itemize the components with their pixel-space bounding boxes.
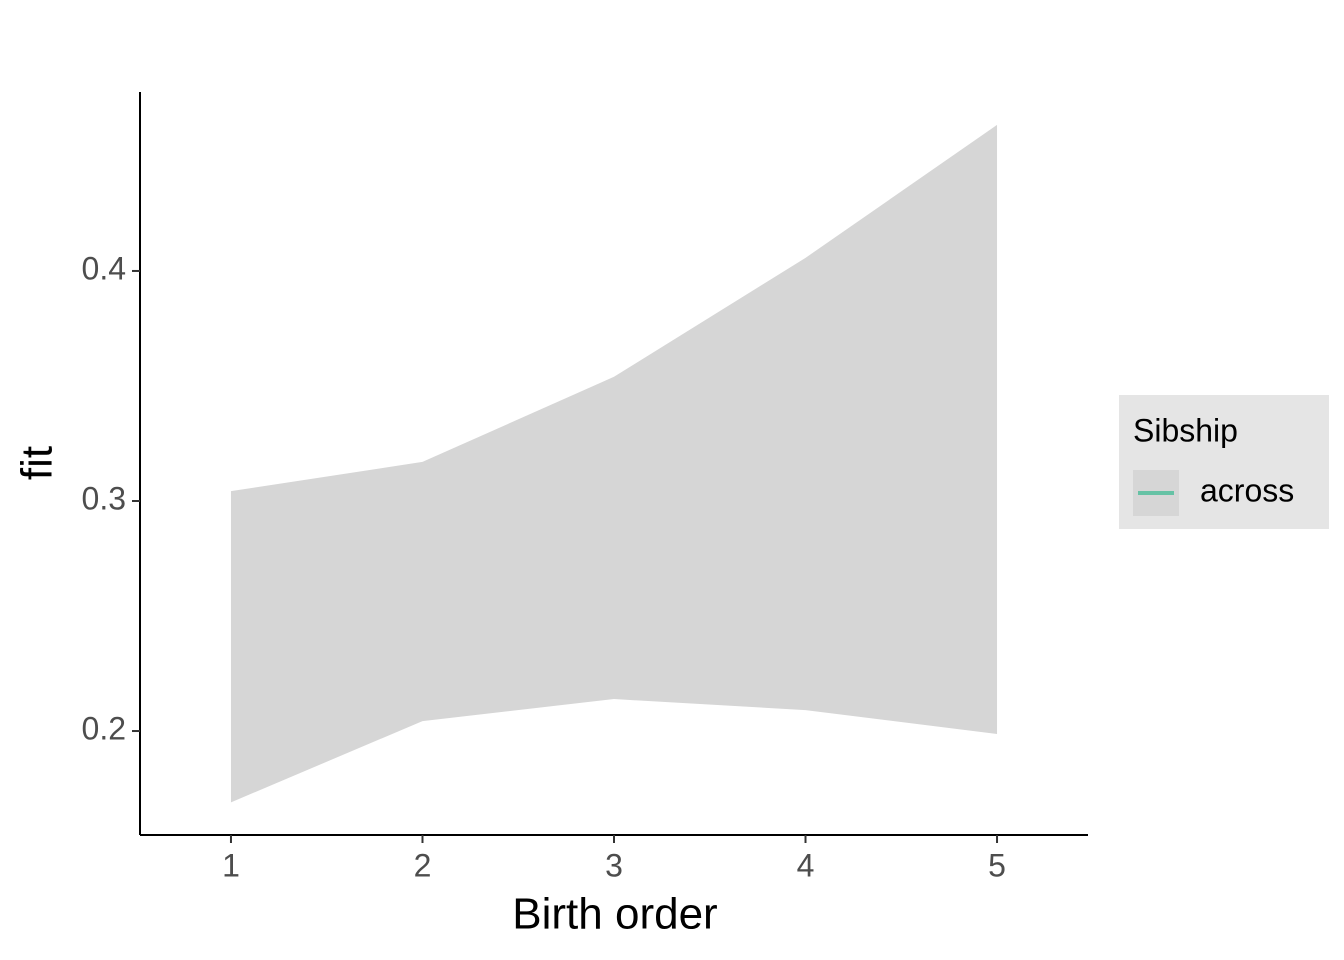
y-tick-label: 0.4 [82, 250, 126, 286]
y-tick-label: 0.2 [82, 710, 126, 746]
x-tick-label: 2 [414, 847, 432, 883]
x-tick-label: 3 [605, 847, 623, 883]
x-tick-label: 4 [797, 847, 815, 883]
x-tick-label: 1 [222, 847, 240, 883]
legend-title: Sibship [1133, 412, 1238, 448]
y-tick-label: 0.3 [82, 480, 126, 516]
y-axis-title: fit [13, 446, 62, 480]
confidence-ribbon [230, 124, 998, 803]
legend-label: across [1200, 472, 1294, 508]
x-tick-label: 5 [988, 847, 1006, 883]
x-axis-title: Birth order [512, 890, 717, 939]
